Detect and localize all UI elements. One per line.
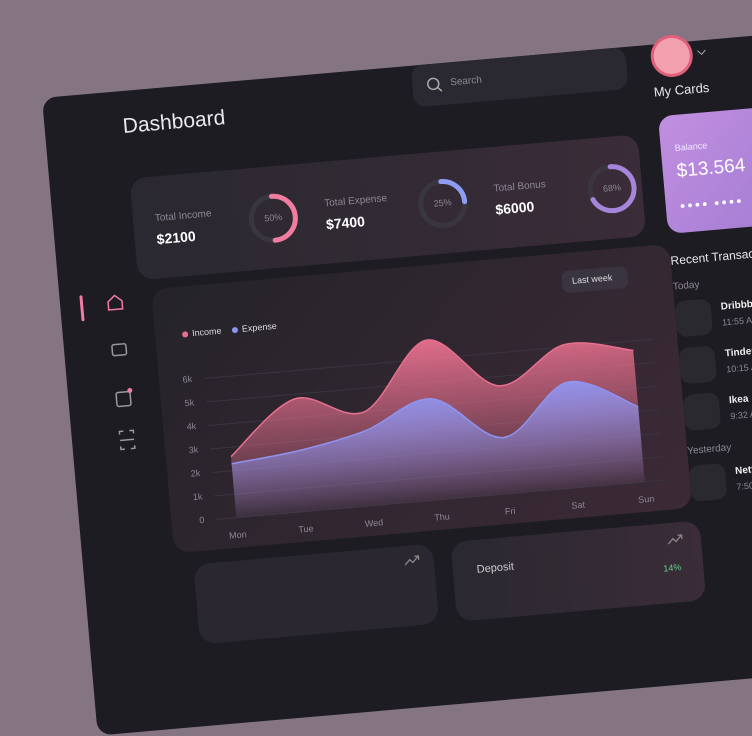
transaction-row[interactable]: Dribbble 11:55 AM [674, 284, 752, 341]
y-tick-label: 6k [182, 374, 193, 385]
y-tick-label: 1k [192, 491, 203, 502]
group-label: Today [672, 279, 700, 293]
stats-row: Total Income $2100 50% Total Expense $7400 25… [154, 164, 637, 247]
y-tick-label: 2k [190, 468, 201, 479]
search-icon [427, 77, 443, 92]
transaction-time: 9:32 AM [729, 408, 752, 422]
deposit-label: Deposit [476, 560, 515, 576]
area-line [230, 339, 634, 458]
stat-label: Total Expense [324, 193, 388, 209]
nav-scan[interactable] [118, 429, 136, 451]
x-tick-label: Wed [364, 517, 383, 529]
y-tick-label: 4k [186, 421, 197, 432]
stats-card: Total Income $2100 50% Total Expense $7400 25… [129, 134, 647, 281]
transaction-icon [678, 345, 718, 385]
period-label: Last week [572, 272, 614, 286]
area [231, 381, 645, 518]
legend-label: Expense [241, 321, 277, 334]
search-placeholder: Search [449, 74, 483, 89]
dashboard-window: Search Dashboard Total Income $2100 50% Tot… [42, 28, 752, 736]
stat-amount: $7400 [325, 213, 365, 232]
transaction-name: Tinder [724, 345, 752, 360]
card-number-mask: ●●●● ●●●● [679, 195, 745, 211]
transaction-row[interactable]: Netflix 7:50 AM [688, 449, 752, 506]
donut-label: 50% [264, 212, 283, 224]
area-line [231, 380, 639, 465]
transaction-name: Ikea [728, 393, 749, 407]
y-tick-label: 5k [184, 397, 195, 408]
stat-label: Total Bonus [493, 179, 546, 195]
stat-amount: $2100 [156, 228, 196, 247]
legend-dot [231, 327, 238, 334]
stat-label: Total Income [154, 208, 212, 224]
transaction-icon [688, 462, 728, 502]
nav-indicator [79, 295, 85, 322]
trend-icon [667, 534, 683, 545]
cards-title: My Cards [653, 79, 710, 100]
transaction-icon [674, 298, 714, 338]
avatar-dropdown[interactable] [696, 48, 707, 57]
x-tick-label: Fri [504, 506, 515, 517]
period-dropdown[interactable] [561, 266, 629, 294]
transaction-name: Netflix [734, 463, 752, 477]
legend-dot [182, 331, 189, 338]
nav-stats[interactable] [115, 390, 132, 408]
donut-arc [418, 178, 468, 228]
chart-card: 0 1k 2k 3k 4k 5k 6k Income Expense Mon Tue Wed Thu Fr… [151, 243, 693, 554]
x-tick-label: Sun [638, 494, 655, 505]
group-label: Yesterday [686, 442, 732, 458]
area-chart: 0 1k 2k 3k 4k 5k 6k Income Expense Mon Tue Wed Thu Fr… [182, 266, 665, 541]
page-title: Dashboard [121, 106, 227, 139]
nav-home[interactable] [107, 294, 124, 311]
stat-amount: $6000 [495, 198, 535, 217]
donut-label: 25% [433, 197, 452, 209]
transactions-title: Recent Transactions [669, 244, 752, 268]
x-tick-label: Sat [571, 500, 586, 511]
transaction-icon [682, 392, 722, 432]
balance-label: Balance [674, 140, 708, 154]
transaction-name: Dribbble [720, 298, 752, 313]
transaction-time: 7:50 AM [736, 479, 752, 492]
donut-arc [248, 193, 298, 243]
x-tick-label: Thu [434, 511, 450, 522]
y-tick-label: 3k [188, 444, 199, 455]
x-tick-label: Tue [298, 523, 314, 534]
notification-dot [127, 387, 133, 393]
x-tick-label: Mon [229, 529, 247, 540]
trend-icon [404, 555, 420, 566]
summary-card [193, 543, 440, 645]
transaction-time: 10:15 AM [725, 361, 752, 375]
nav-box[interactable] [111, 343, 128, 357]
transaction-time: 11:55 AM [721, 314, 752, 328]
bank-card[interactable]: Balance $13.564 ●●●● ●●●● [657, 103, 752, 234]
deposit-card: Deposit 14% [450, 520, 707, 622]
legend-label: Income [192, 326, 222, 339]
search-box[interactable]: Search [410, 47, 629, 108]
avatar[interactable] [648, 33, 695, 79]
page: Search Dashboard Total Income $2100 50% Tot… [42, 28, 752, 736]
donut-label: 68% [603, 182, 622, 194]
balance-amount: $13.564 [675, 155, 747, 182]
y-tick-label: 0 [199, 515, 205, 525]
donut-arc [587, 164, 637, 214]
sidebar-nav [107, 294, 136, 451]
